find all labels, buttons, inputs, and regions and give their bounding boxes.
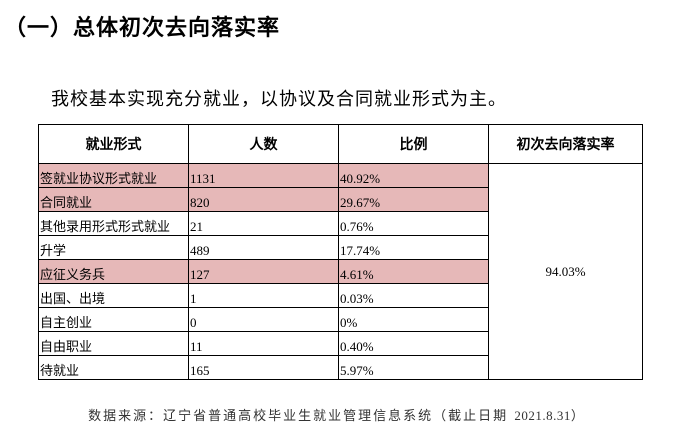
source-suffix: ） bbox=[570, 409, 586, 424]
table-row: 合同就业 820 29.67% bbox=[38, 187, 643, 212]
header-rate: 初次去向落实率 bbox=[488, 124, 643, 164]
cell-ratio: 5.97% bbox=[338, 355, 489, 380]
table-row: 应征义务兵 127 4.61% bbox=[38, 259, 643, 284]
table-row: 自主创业 0 0% bbox=[38, 307, 643, 332]
source-date: 2021.8.31 bbox=[514, 408, 571, 423]
source-prefix: 数据来源：辽宁省普通高校毕业生就业管理信息系统（截止日期 bbox=[88, 409, 515, 424]
cell-count: 21 bbox=[188, 211, 339, 236]
overall-rate-cell: 94.03% bbox=[488, 163, 643, 380]
cell-form: 自由职业 bbox=[38, 331, 189, 356]
cell-form: 合同就业 bbox=[38, 187, 189, 212]
cell-ratio: 29.67% bbox=[338, 187, 489, 212]
cell-ratio: 40.92% bbox=[338, 163, 489, 188]
table-row: 其他录用形式形式就业 21 0.76% bbox=[38, 211, 643, 236]
cell-count: 127 bbox=[188, 259, 339, 284]
cell-count: 0 bbox=[188, 307, 339, 332]
table-row: 出国、出境 1 0.03% bbox=[38, 283, 643, 308]
cell-count: 165 bbox=[188, 355, 339, 380]
header-ratio: 比例 bbox=[338, 124, 489, 164]
cell-ratio: 0.40% bbox=[338, 331, 489, 356]
data-source-note: 数据来源：辽宁省普通高校毕业生就业管理信息系统（截止日期 2021.8.31） bbox=[0, 405, 674, 424]
cell-form: 其他录用形式形式就业 bbox=[38, 211, 189, 236]
cell-count: 1 bbox=[188, 283, 339, 308]
cell-ratio: 0.03% bbox=[338, 283, 489, 308]
cell-form: 签就业协议形式就业 bbox=[38, 163, 189, 188]
intro-paragraph: 我校基本实现充分就业，以协议及合同就业形式为主。 bbox=[51, 89, 507, 110]
cell-form: 出国、出境 bbox=[38, 283, 189, 308]
cell-form: 应征义务兵 bbox=[38, 259, 189, 284]
cell-form: 升学 bbox=[38, 235, 189, 260]
header-count: 人数 bbox=[188, 124, 339, 164]
header-form: 就业形式 bbox=[38, 124, 189, 164]
cell-ratio: 4.61% bbox=[338, 259, 489, 284]
section-heading: （一）总体初次去向落实率 bbox=[4, 16, 281, 41]
cell-count: 11 bbox=[188, 331, 339, 356]
cell-form: 待就业 bbox=[38, 355, 189, 380]
table-header-row: 就业形式 人数 比例 初次去向落实率 bbox=[38, 124, 643, 164]
table-row: 升学 489 17.74% bbox=[38, 235, 643, 260]
employment-table: 就业形式 人数 比例 初次去向落实率 签就业协议形式就业 1131 40.92%… bbox=[38, 124, 643, 380]
cell-count: 489 bbox=[188, 235, 339, 260]
table-row: 待就业 165 5.97% bbox=[38, 355, 643, 380]
cell-ratio: 17.74% bbox=[338, 235, 489, 260]
cell-form: 自主创业 bbox=[38, 307, 189, 332]
cell-count: 1131 bbox=[188, 163, 339, 188]
table-row: 自由职业 11 0.40% bbox=[38, 331, 643, 356]
cell-ratio: 0.76% bbox=[338, 211, 489, 236]
cell-count: 820 bbox=[188, 187, 339, 212]
cell-ratio: 0% bbox=[338, 307, 489, 332]
table-row: 签就业协议形式就业 1131 40.92% 94.03% bbox=[38, 163, 643, 380]
